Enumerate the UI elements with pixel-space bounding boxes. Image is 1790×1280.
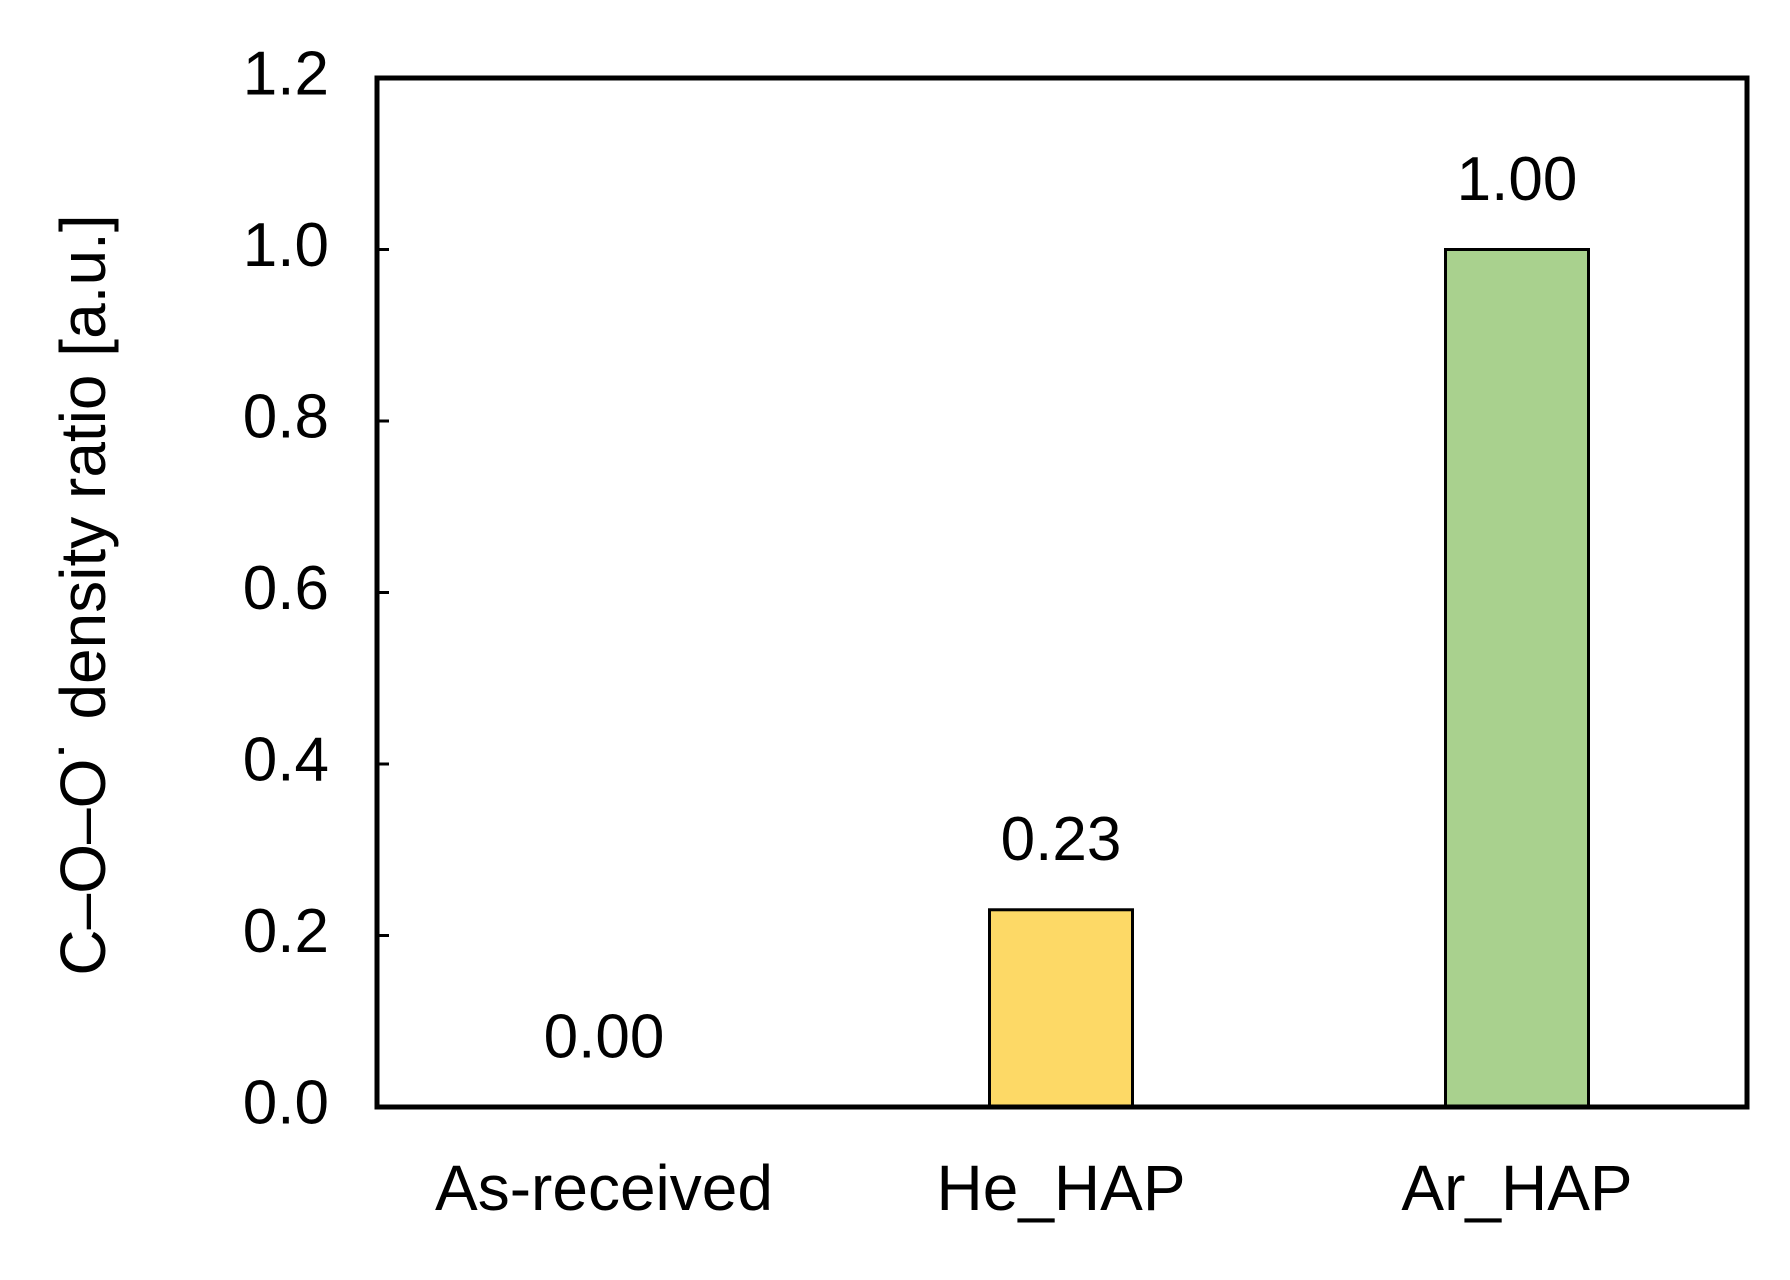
value-label: 0.00 <box>544 1002 665 1071</box>
bar <box>1444 248 1590 1109</box>
value-label: 1.00 <box>1457 145 1578 214</box>
y-tick-label: 0.0 <box>243 1068 329 1137</box>
x-tick-label: He_HAP <box>937 1152 1186 1224</box>
value-label: 0.23 <box>1001 805 1122 874</box>
y-tick-label: 1.0 <box>243 211 329 280</box>
y-tick-label: 0.6 <box>243 554 329 623</box>
y-axis-label: C–O–O˙ density ratio [a.u.] <box>47 214 119 975</box>
y-tick-label: 0.8 <box>243 382 329 451</box>
x-tick-label: As-received <box>435 1152 773 1224</box>
y-tick-label: 1.2 <box>243 39 329 108</box>
plot-frame <box>374 75 1750 1110</box>
y-tick-label: 0.4 <box>243 725 329 794</box>
x-tick-label: Ar_HAP <box>1401 1152 1632 1224</box>
y-tick-label: 0.2 <box>243 897 329 966</box>
bar <box>988 908 1134 1109</box>
